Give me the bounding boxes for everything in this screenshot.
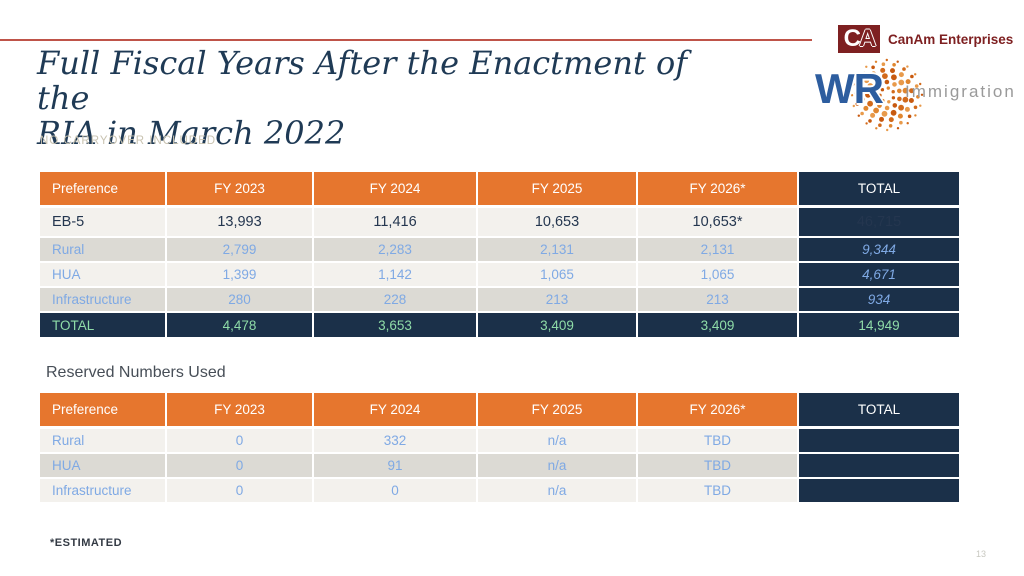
cell-value: 2,799 [166,237,314,263]
cell-value: TBD [637,427,799,454]
column-header: TOTAL [797,393,961,429]
cell-value: 1,142 [313,262,478,288]
page-title: Full Fiscal Years After the Enactment of… [37,44,717,153]
row-total: 46,715 [797,206,961,238]
row-label: TOTAL [40,312,167,339]
cell-value: n/a [477,427,638,454]
column-header: FY 2025 [477,393,638,429]
row-total: 9,344 [797,237,961,263]
row-total [797,427,961,454]
cell-value: 0 [166,427,314,454]
canam-monogram-c: C [843,25,861,52]
column-header: FY 2026* [637,393,799,429]
cell-value: 1,399 [166,262,314,288]
column-header: Preference [40,393,167,429]
cell-value: 2,131 [637,237,799,263]
column-header: FY 2025 [477,172,638,208]
table-row: Infrastructure 0 0 n/a TBD [40,478,961,504]
title-line-1: Full Fiscal Years After the Enactment of… [37,44,688,118]
cell-value: 2,131 [477,237,638,263]
column-header: FY 2024 [313,393,478,429]
title-line-2: RIA in March 2022 [37,114,346,153]
cell-value: 332 [313,427,478,454]
fiscal-years-table: Preference FY 2023 FY 2024 FY 2025 FY 2026* T… [40,172,961,339]
cell-value: 3,409 [637,312,799,339]
wr-monogram: WR [815,65,884,112]
column-header: Preference [40,172,167,208]
row-total: 934 [797,287,961,313]
header-row: Preference FY 2023 FY 2024 FY 2025 FY 2026* T… [40,393,961,429]
cell-value: 11,416 [313,206,478,238]
table-row: HUA 1,399 1,142 1,065 1,065 4,671 [40,262,961,288]
row-label: HUA [40,453,167,479]
row-total: 14,949 [797,312,961,339]
row-label: EB-5 [40,206,167,238]
cell-value: TBD [637,478,799,504]
estimated-footnote: *ESTIMATED [50,537,123,549]
table-row: Infrastructure 280 228 213 213 934 [40,287,961,313]
cell-value: TBD [637,453,799,479]
page-number: 13 [976,549,987,559]
cell-value: 91 [313,453,478,479]
cell-value: 10,653* [637,206,799,238]
cell-value: n/a [477,453,638,479]
wr-dots-icon [850,58,924,132]
canam-logo-text: CanAm Enterprises [888,31,1014,47]
row-label: Rural [40,427,167,454]
cell-value: 228 [313,287,478,313]
cell-value: 280 [166,287,314,313]
no-carryover-note: NO CARRYOVER INCLUDED [40,135,217,147]
cell-value: 0 [313,478,478,504]
cell-value: 13,993 [166,206,314,238]
row-label: Infrastructure [40,478,167,504]
wr-logo-text: Immigration [905,82,1016,101]
column-header: FY 2023 [166,393,314,429]
cell-value: 3,409 [477,312,638,339]
cell-value: 0 [166,478,314,504]
reserved-numbers-heading: Reserved Numbers Used [46,364,226,381]
table-row: EB-5 13,993 11,416 10,653 10,653* 46,715 [40,206,961,238]
row-total: 4,671 [797,262,961,288]
row-label: Rural [40,237,167,263]
row-label: HUA [40,262,167,288]
cell-value: 1,065 [477,262,638,288]
cell-value: 10,653 [477,206,638,238]
row-label: Infrastructure [40,287,167,313]
cell-value: 213 [477,287,638,313]
row-total [797,478,961,504]
cell-value: 1,065 [637,262,799,288]
column-header: FY 2023 [166,172,314,208]
canam-monogram-a: A [859,25,876,52]
column-header: TOTAL [797,172,961,208]
column-header: FY 2024 [313,172,478,208]
table-row: HUA 0 91 n/a TBD [40,453,961,479]
cell-value: 3,653 [313,312,478,339]
wr-immigration-logo: WR Immigration [815,58,1016,132]
row-total [797,453,961,479]
cell-value: 2,283 [313,237,478,263]
column-header: FY 2026* [637,172,799,208]
top-rule-divider [0,39,812,41]
cell-value: n/a [477,478,638,504]
cell-value: 4,478 [166,312,314,339]
header-row: Preference FY 2023 FY 2024 FY 2025 FY 2026* T… [40,172,961,208]
table-row: TOTAL 4,478 3,653 3,409 3,409 14,949 [40,312,961,339]
cell-value: 0 [166,453,314,479]
table-row: Rural 2,799 2,283 2,131 2,131 9,344 [40,237,961,263]
cell-value: 213 [637,287,799,313]
table-row: Rural 0 332 n/a TBD [40,427,961,454]
reserved-numbers-table: Preference FY 2023 FY 2024 FY 2025 FY 2026* T… [40,393,961,504]
